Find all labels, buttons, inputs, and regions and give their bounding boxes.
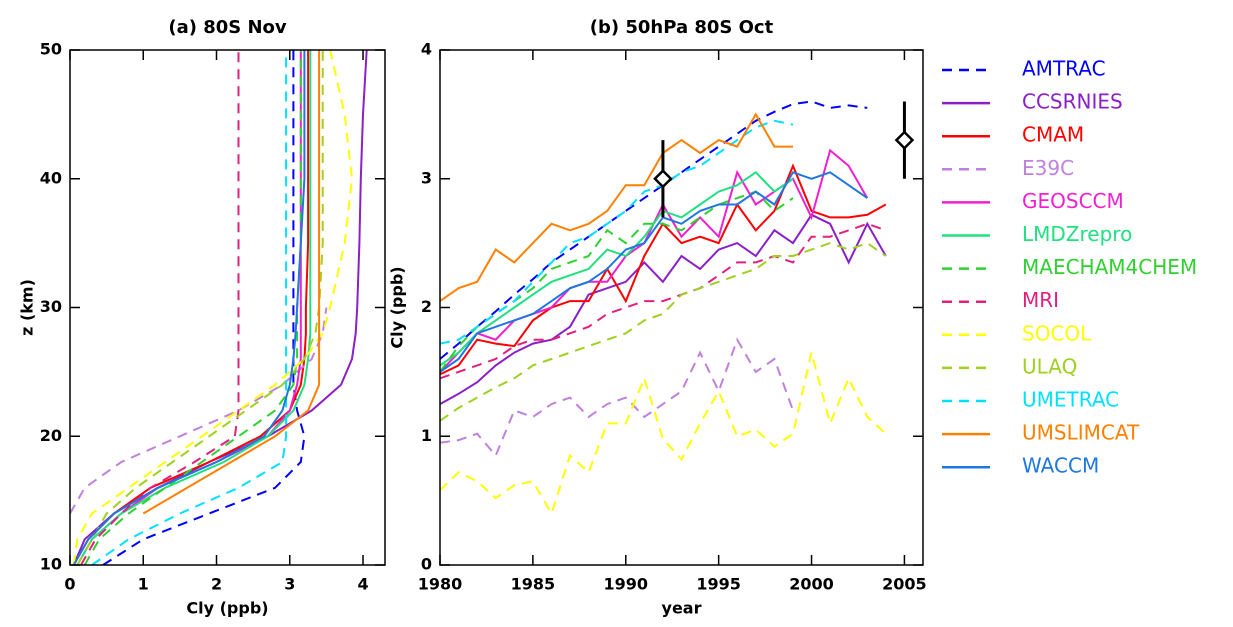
x-tick-label: 1 — [138, 575, 149, 594]
chart-title: (a) 80S Nov — [168, 17, 287, 38]
y-axis-label: Cly (ppb) — [388, 266, 407, 348]
series-line — [440, 222, 887, 380]
series-line — [440, 213, 887, 405]
x-tick-label: 1995 — [696, 575, 741, 594]
series-line — [91, 50, 288, 565]
y-tick-label: 1 — [421, 426, 432, 445]
series-line — [440, 337, 794, 458]
y-tick-label: 0 — [421, 555, 432, 574]
legend-label: LMDZrepro — [1022, 222, 1132, 246]
series-line — [440, 119, 794, 345]
series-line — [72, 50, 306, 565]
series-line — [440, 112, 793, 302]
legend-label: GEOSCCM — [1022, 189, 1124, 213]
series-line — [70, 307, 328, 514]
y-tick-label: 50 — [40, 40, 62, 59]
series-line — [72, 50, 354, 565]
x-tick-label: 1990 — [604, 575, 649, 594]
y-tick-label: 3 — [421, 168, 432, 187]
series-line — [440, 241, 887, 422]
x-tick-label: 2 — [211, 575, 222, 594]
series-line — [83, 50, 302, 565]
y-tick-label: 20 — [40, 426, 62, 445]
y-tick-label: 4 — [421, 40, 432, 59]
y-axis-label: z (km) — [18, 279, 37, 336]
legend-label: E39C — [1022, 156, 1074, 180]
series-line — [76, 50, 312, 565]
series-line — [440, 100, 868, 360]
legend-label: CMAM — [1022, 123, 1084, 147]
x-tick-label: 1980 — [418, 575, 463, 594]
legend-label: ULAQ — [1022, 354, 1077, 378]
axes-frame — [69, 49, 386, 566]
series-line — [440, 148, 869, 373]
legend-label: UMSLIMCAT — [1022, 421, 1140, 445]
observation-marker — [653, 168, 673, 189]
legend-label: MAECHAM4CHEM — [1022, 255, 1197, 279]
series-line — [102, 50, 306, 565]
y-tick-label: 10 — [40, 555, 62, 574]
legend-label: CCSRNIES — [1022, 90, 1123, 114]
observation-marker — [894, 130, 915, 150]
legend-label: AMTRAC — [1022, 57, 1106, 81]
series-line — [76, 50, 324, 565]
series-line — [142, 50, 321, 515]
x-axis-label: year — [662, 599, 702, 618]
axes-frame — [439, 49, 924, 566]
legend-label: UMETRAC — [1022, 388, 1119, 412]
legend-label: WACCM — [1022, 454, 1099, 478]
y-tick-label: 40 — [40, 168, 62, 187]
y-tick-label: 2 — [421, 297, 432, 316]
x-tick-label: 3 — [284, 575, 295, 594]
x-tick-label: 1985 — [511, 575, 556, 594]
legend-label: SOCOL — [1022, 321, 1092, 345]
series-line — [80, 50, 240, 565]
y-tick-label: 30 — [40, 297, 62, 316]
series-line — [440, 170, 794, 367]
x-tick-label: 0 — [64, 575, 75, 594]
series-line — [440, 352, 887, 516]
series-line — [440, 171, 868, 373]
series-line — [72, 50, 310, 565]
chart-title: (b) 50hPa 80S Oct — [590, 17, 774, 38]
x-tick-label: 2000 — [789, 575, 834, 594]
x-tick-label: 4 — [357, 575, 368, 594]
x-tick-label: 2005 — [882, 575, 927, 594]
legend-label: MRI — [1022, 288, 1059, 312]
x-axis-label: Cly (ppb) — [186, 599, 268, 618]
